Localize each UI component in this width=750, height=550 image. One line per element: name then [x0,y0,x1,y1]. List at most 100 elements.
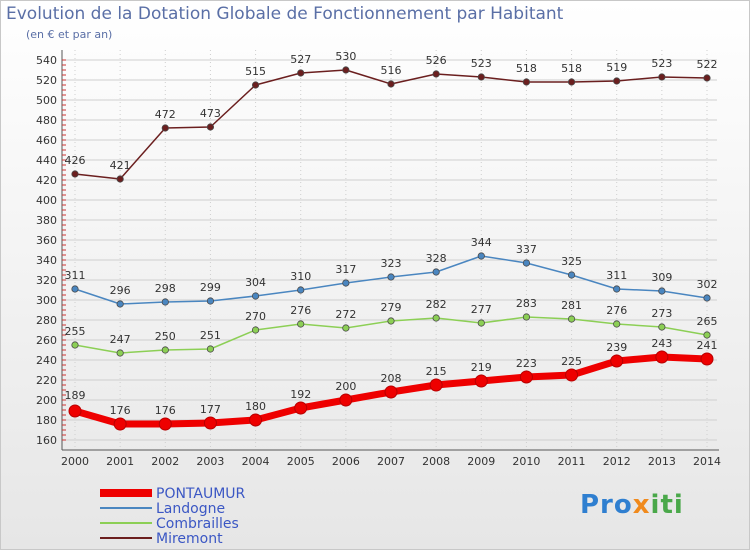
data-label-combrailles: 251 [200,329,221,342]
data-point-miremont [71,170,79,178]
data-label-miremont: 516 [381,64,402,77]
legend-label-miremont: Miremont [156,531,223,547]
x-tick-label: 2000 [61,455,89,468]
y-tick-label: 280 [36,314,57,327]
data-label-miremont: 473 [200,107,221,120]
y-tick-label: 480 [36,114,57,127]
data-label-miremont: 426 [65,154,86,167]
data-label-pontaumur: 177 [200,403,221,416]
data-label-pontaumur: 189 [65,389,86,402]
data-point-landogne [387,273,395,281]
data-label-landogne: 309 [651,271,672,284]
legend-label-landogne: Landogne [156,501,225,517]
data-point-pontaumur [519,370,533,384]
series-layer [68,66,714,431]
data-label-pontaumur: 176 [155,404,176,417]
data-point-landogne [251,292,260,300]
x-tick-label: 2013 [648,455,676,468]
data-label-miremont: 523 [471,57,492,70]
data-label-combrailles: 276 [290,304,311,317]
x-tick-label: 2004 [242,455,270,468]
data-label-pontaumur: 219 [471,361,492,374]
data-label-combrailles: 282 [426,298,447,311]
y-tick-label: 440 [36,154,57,167]
data-point-miremont [297,69,305,77]
data-point-combrailles [116,349,124,357]
data-label-landogne: 337 [516,243,537,256]
data-label-miremont: 526 [426,54,447,67]
data-label-landogne: 296 [110,284,131,297]
data-point-pontaumur [158,417,172,431]
x-tick-label: 2005 [287,455,315,468]
data-point-combrailles [251,326,260,334]
y-tick-label: 180 [36,414,57,427]
data-label-combrailles: 255 [65,325,86,338]
data-point-miremont [567,78,576,86]
data-label-landogne: 323 [381,257,402,270]
x-tick-label: 2010 [512,455,540,468]
data-point-pontaumur [249,413,263,427]
data-point-pontaumur [113,417,127,431]
data-point-combrailles [477,319,485,327]
data-label-combrailles: 247 [110,333,131,346]
y-tick-label: 500 [36,94,57,107]
data-label-landogne: 299 [200,281,221,294]
data-label-pontaumur: 225 [561,355,582,368]
data-point-landogne [522,259,531,267]
x-tick-label: 2009 [467,455,495,468]
data-point-landogne [567,271,576,279]
data-label-miremont: 518 [561,62,582,75]
data-point-landogne [342,279,350,287]
data-point-combrailles [613,320,621,328]
y-tick-label: 460 [36,134,57,147]
data-point-miremont [161,124,169,132]
data-label-pontaumur: 180 [245,400,266,413]
data-label-landogne: 328 [426,252,447,265]
data-point-pontaumur [294,401,308,415]
data-point-pontaumur [565,368,579,382]
chart-subtitle: (en € et par an) [26,28,113,41]
data-label-landogne: 344 [471,236,492,249]
x-tick-label: 2008 [422,455,450,468]
y-tick-label: 420 [36,174,57,187]
data-label-combrailles: 283 [516,297,537,310]
data-point-landogne [116,300,124,308]
data-point-combrailles [161,346,169,354]
y-tick-label: 300 [36,294,57,307]
data-label-pontaumur: 243 [651,337,672,350]
y-tick-label: 240 [36,354,57,367]
data-point-miremont [116,175,124,183]
data-point-pontaumur [610,354,624,368]
data-point-landogne [658,287,666,295]
data-point-landogne [71,285,79,293]
data-label-pontaumur: 208 [381,372,402,385]
x-tick-label: 2003 [196,455,224,468]
y-tick-label: 540 [36,54,57,67]
data-point-miremont [432,70,440,78]
data-labels: 426 421 472 473 515 527 530 516 526 523 518 518 519 5… [65,50,718,417]
data-point-pontaumur [339,393,353,407]
data-label-miremont: 527 [290,53,311,66]
data-point-combrailles [206,345,215,353]
data-point-combrailles [432,314,440,322]
data-label-miremont: 518 [516,62,537,75]
data-label-combrailles: 270 [245,310,266,323]
data-label-combrailles: 277 [471,303,492,316]
data-point-combrailles [522,313,531,321]
data-label-landogne: 298 [155,282,176,295]
x-tick-label: 2011 [558,455,586,468]
data-point-pontaumur [68,404,82,418]
x-tick-label: 2006 [332,455,360,468]
data-label-landogne: 310 [290,270,311,283]
data-label-pontaumur: 239 [606,341,627,354]
data-point-combrailles [567,315,576,323]
data-point-miremont [703,74,711,82]
data-point-miremont [658,73,666,81]
data-point-miremont [206,123,215,131]
data-label-miremont: 515 [245,65,266,78]
data-point-landogne [477,252,485,260]
data-point-landogne [297,286,305,294]
